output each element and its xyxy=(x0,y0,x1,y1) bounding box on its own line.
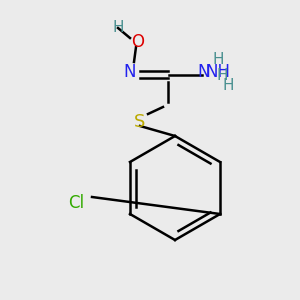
Text: Cl: Cl xyxy=(68,194,84,212)
Text: NH: NH xyxy=(205,63,230,81)
Text: H: H xyxy=(112,20,124,35)
Text: H: H xyxy=(216,68,228,82)
Text: H: H xyxy=(212,52,224,68)
Text: N: N xyxy=(198,63,210,81)
Text: O: O xyxy=(131,33,145,51)
Text: S: S xyxy=(134,113,146,131)
Text: N: N xyxy=(124,63,136,81)
Text: H: H xyxy=(222,77,234,92)
